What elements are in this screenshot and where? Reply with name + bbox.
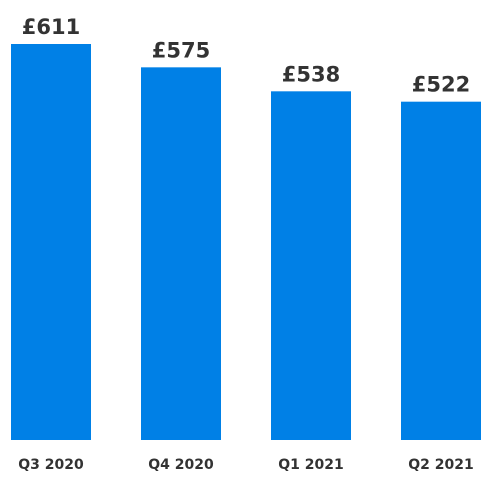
bars-group <box>11 44 481 441</box>
x-axis-tick-labels: Q3 2020 Q4 2020 Q1 2021 Q2 2021 <box>18 457 473 473</box>
data-label: £522 <box>412 73 470 97</box>
data-label: £575 <box>152 38 210 62</box>
x-tick-label: Q1 2021 <box>278 457 343 473</box>
bar-q1-2021 <box>271 91 351 441</box>
bar-q3-2020 <box>11 44 91 440</box>
x-tick-label: Q2 2021 <box>408 457 473 473</box>
x-tick-label: Q4 2020 <box>148 457 214 473</box>
bar-q4-2020 <box>141 67 221 440</box>
bar-q2-2021 <box>401 101 481 440</box>
data-labels-group: £611 £575 £538 £522 <box>22 15 470 97</box>
x-tick-label: Q3 2020 <box>18 457 84 473</box>
data-label: £538 <box>282 62 340 86</box>
data-label: £611 <box>22 15 80 39</box>
